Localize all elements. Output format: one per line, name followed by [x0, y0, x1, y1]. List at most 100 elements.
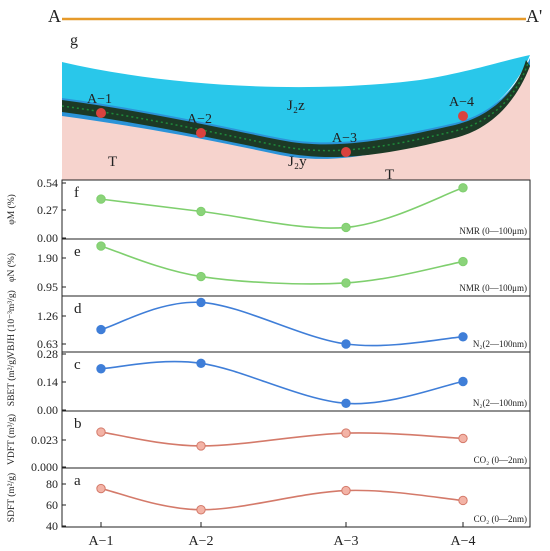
base-layer	[62, 62, 530, 180]
series-line	[100, 245, 464, 285]
layer-label-base-left: T	[108, 154, 117, 170]
upper-layer	[62, 55, 530, 145]
data-point-3	[341, 278, 351, 288]
series-line	[100, 301, 464, 347]
data-point-3	[341, 398, 351, 409]
section-end-label: A'	[526, 6, 542, 26]
data-point-4	[458, 332, 468, 342]
y-axis-label: φN (%)	[6, 253, 17, 282]
panel-letter: a	[74, 473, 81, 489]
section-start-label: A	[48, 6, 61, 26]
data-point-4	[458, 433, 468, 444]
well-label-3: A−3	[332, 131, 357, 146]
data-point-1	[96, 364, 106, 374]
panel-d: 1.26 0.63 VBJH (10⁻³m³/g) d N₂(2—100nm)	[6, 290, 531, 358]
x-axis: A−1 A−2 A−3 A−4	[88, 522, 476, 549]
y-tick-label: 0.023	[31, 433, 58, 447]
layer-label-base-right: T	[385, 167, 394, 183]
data-point-1	[96, 324, 106, 335]
y-tick-label: 1.26	[37, 309, 58, 323]
series-line	[100, 487, 464, 511]
y-axis-label: VBJH (10⁻³m³/g)	[6, 290, 17, 357]
y-axis-label: SBET (m²/g)	[6, 357, 17, 406]
panel-letter: b	[74, 416, 82, 432]
well-point-1	[96, 108, 106, 118]
panel-c: 0.28 0.14 0.00 SBET (m²/g) c N₂(2—100nm)	[6, 347, 531, 417]
data-point-4	[458, 376, 468, 387]
mid-layer	[62, 58, 530, 159]
method-annotation: N₂(2—100nm)	[473, 398, 527, 408]
data-point-2	[196, 441, 206, 451]
y-tick-label: 40	[46, 519, 58, 533]
x-tick-label: A−2	[188, 534, 213, 549]
panel-a: 80 60 40 SDFT (m²/g) a CO₂ (0—2nm)	[6, 467, 531, 533]
data-point-3	[341, 428, 351, 438]
data-point-4	[458, 256, 468, 267]
seam-highlight	[61, 62, 529, 152]
y-tick-label: 0.28	[37, 347, 58, 361]
data-point-2	[196, 297, 206, 308]
y-tick-label: 60	[46, 498, 58, 512]
data-panels: 0.54 0.27 0.00 φM (%) f NMR (0—100μm) 1.90 0.95…	[6, 176, 531, 533]
y-axis-label: φM (%)	[6, 194, 17, 225]
data-point-3	[341, 339, 351, 349]
method-annotation: N₂(2—100nm)	[473, 339, 527, 349]
layer-label-lower: J₂y	[288, 154, 307, 170]
y-tick-label: 0.95	[37, 280, 58, 294]
y-tick-label: 80	[46, 477, 58, 491]
y-axis-label: SDFT (m²/g)	[6, 473, 17, 522]
series-line	[100, 360, 464, 405]
panel-b: 0.023 0.000 VDFT (m³/g) b CO₂ (0—2nm)	[6, 410, 531, 474]
panel-frame	[61, 467, 531, 528]
x-tick-label: A−4	[450, 534, 475, 549]
data-point-1	[96, 483, 106, 494]
y-tick-label: 0.00	[37, 231, 58, 245]
well-label-1: A−1	[87, 92, 112, 107]
data-point-2	[196, 358, 206, 368]
section-axis: A A' g	[48, 6, 542, 49]
panel-letter: d	[74, 301, 82, 317]
panel-letter: e	[74, 244, 81, 260]
method-annotation: CO₂ (0—2nm)	[474, 455, 527, 465]
data-point-2	[196, 271, 206, 282]
panel-letter: c	[74, 357, 81, 373]
well-label-2: A−2	[187, 112, 212, 127]
well-point-4	[458, 111, 468, 121]
panel-letter-g: g	[70, 32, 78, 49]
panel-frame	[61, 295, 531, 353]
well-label-4: A−4	[449, 95, 474, 110]
method-annotation: NMR (0—100μm)	[459, 226, 527, 236]
y-tick-label: 0.14	[37, 375, 58, 389]
panel-letter: f	[74, 185, 79, 201]
series-line	[100, 187, 464, 229]
panel-e: 1.90 0.95 φN (%) e NMR (0—100μm)	[6, 238, 531, 297]
data-point-4	[458, 183, 468, 193]
y-tick-label: 0.000	[31, 460, 58, 474]
panel-f: 0.54 0.27 0.00 φM (%) f NMR (0—100μm)	[6, 176, 531, 245]
data-point-2	[196, 206, 206, 217]
well-markers: A−1 A−2 A−3 A−4	[87, 92, 474, 157]
y-axis-label: VDFT (m³/g)	[6, 414, 17, 465]
y-tick-label: 0.00	[37, 403, 58, 417]
well-point-3	[341, 147, 351, 157]
y-tick-label: 0.54	[37, 176, 58, 190]
layer-label-upper: J₂z	[287, 98, 305, 114]
y-tick-label: 0.63	[37, 337, 58, 351]
series-line	[100, 431, 464, 447]
y-tick-label: 1.90	[37, 251, 58, 265]
well-point-2	[196, 128, 206, 138]
cross-section: J₂z J₂y T T A−1 A−2 A−3 A−4	[61, 55, 530, 183]
y-tick-label: 0.27	[37, 203, 58, 217]
data-point-4	[458, 495, 468, 506]
data-point-1	[96, 194, 106, 204]
method-annotation: NMR (0—100μm)	[459, 283, 527, 293]
data-point-3	[341, 222, 351, 233]
data-point-2	[196, 505, 206, 515]
x-tick-label: A−3	[333, 534, 358, 549]
method-annotation: CO₂ (0—2nm)	[474, 514, 527, 524]
data-point-3	[341, 485, 351, 496]
data-point-1	[96, 241, 106, 251]
x-tick-label: A−1	[88, 534, 113, 549]
data-point-1	[96, 427, 106, 437]
